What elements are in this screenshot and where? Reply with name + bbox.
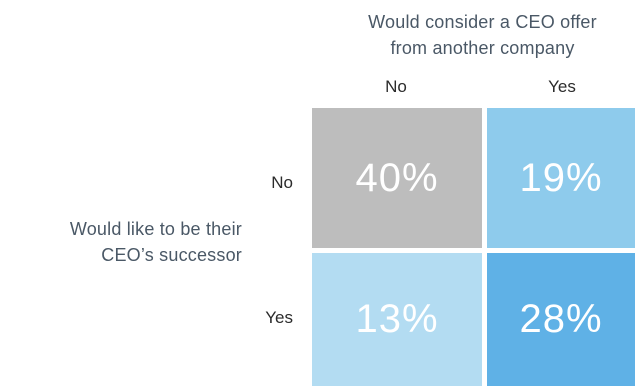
cell-no-yes: 19% — [487, 108, 635, 248]
cell-yes-yes: 28% — [487, 253, 635, 386]
cell-yes-no: 13% — [312, 253, 482, 386]
row-axis-title-line2: CEO’s successor — [101, 245, 242, 265]
cell-no-no: 40% — [312, 108, 482, 248]
column-axis-title: Would consider a CEO offer from another … — [330, 9, 635, 61]
row-label-no: No — [271, 173, 293, 192]
row-axis-title-line1: Would like to be their — [69, 219, 242, 239]
column-axis-title-line1: Would consider a CEO offer — [368, 12, 597, 32]
column-axis-title-line2: from another company — [390, 38, 575, 58]
row-axis-title: Would like to be their CEO’s successor — [0, 216, 242, 268]
column-label-no: No — [385, 77, 407, 96]
row-label-yes: Yes — [265, 308, 293, 327]
column-label-yes: Yes — [548, 77, 576, 96]
